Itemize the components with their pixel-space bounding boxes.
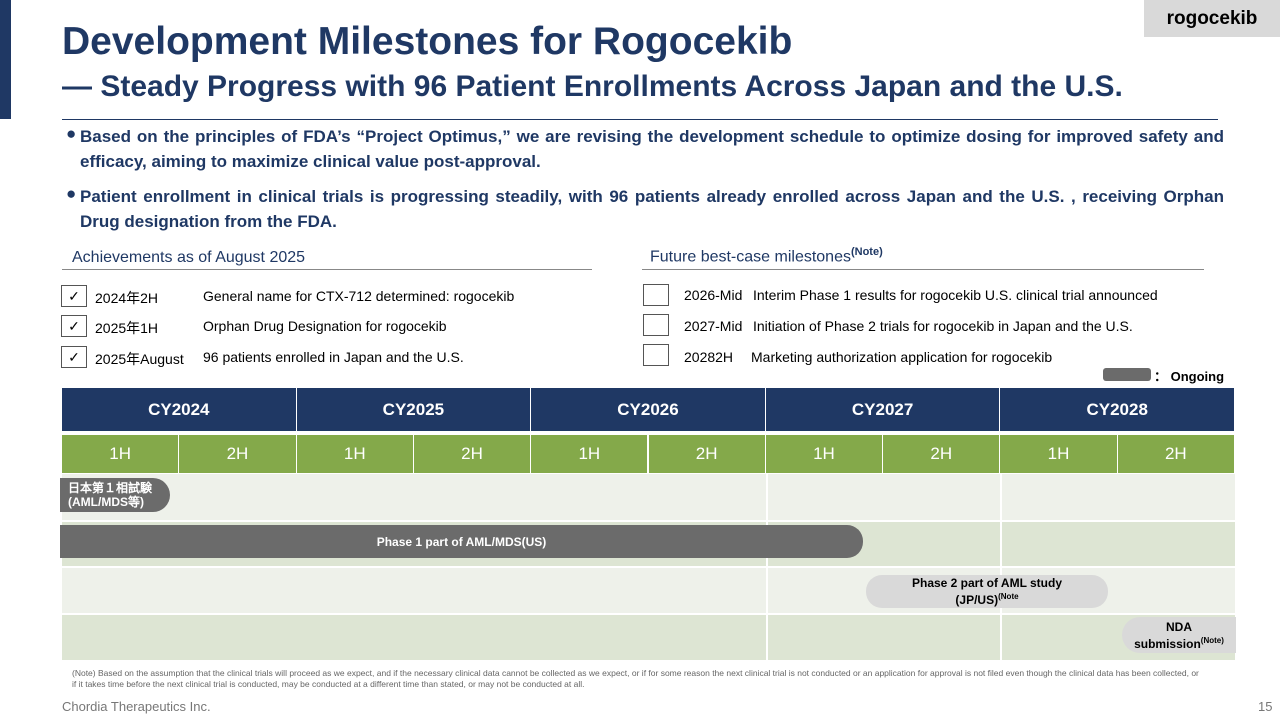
bar-label: submission bbox=[1134, 636, 1201, 651]
bar-label: (JP/US) bbox=[955, 593, 999, 607]
section-heading: Achievements as of August 2025 bbox=[72, 249, 306, 266]
rule bbox=[62, 119, 1218, 120]
year-header: CY2024 bbox=[62, 388, 297, 431]
date: 2027-Mid bbox=[684, 318, 743, 334]
legend-label: ： Ongoing bbox=[1154, 369, 1225, 384]
half-header: 2H bbox=[883, 435, 1001, 473]
date: 2024年2H bbox=[95, 290, 159, 306]
half-header: 1H bbox=[531, 435, 649, 473]
checkbox: ✓ bbox=[61, 315, 87, 337]
bar-label: 日本第１相試験 bbox=[68, 481, 153, 495]
bar-japan-phase1: 日本第１相試験 (AML/MDS等) bbox=[60, 478, 170, 512]
row-bg bbox=[62, 615, 1235, 660]
company: Chordia Therapeutics Inc. bbox=[62, 699, 211, 714]
half-header: 1H bbox=[296, 435, 414, 473]
heading-text: Future best-case milestones bbox=[650, 248, 851, 266]
note-mark: (Note) bbox=[1200, 635, 1224, 645]
item-text: Initiation of Phase 2 trials for rogocek… bbox=[753, 318, 1133, 334]
subtitle: — Steady Progress with 96 Patient Enroll… bbox=[62, 70, 1123, 103]
half-header: 2H bbox=[1117, 435, 1235, 473]
title: Development Milestones for Rogocekib bbox=[62, 20, 793, 63]
item-text: 96 patients enrolled in Japan and the U.… bbox=[203, 349, 464, 365]
bar-label: Phase 1 part of AML/MDS(US) bbox=[376, 534, 547, 549]
year-header: CY2028 bbox=[1000, 388, 1235, 431]
year-header: CY2027 bbox=[765, 388, 1001, 431]
bullet: Based on the principles of FDA’s “Projec… bbox=[80, 127, 1224, 171]
date: 2026-Mid bbox=[684, 287, 743, 303]
checkbox bbox=[643, 284, 669, 306]
item-text: Orphan Drug Designation for rogocekib bbox=[203, 318, 447, 334]
checkbox: ✓ bbox=[61, 285, 87, 307]
tag: rogocekib bbox=[1144, 0, 1280, 37]
bullet: Patient enrollment in clinical trials is… bbox=[80, 187, 1224, 231]
year-header: CY2026 bbox=[531, 388, 766, 431]
note-mark: (Note bbox=[998, 592, 1019, 601]
half-header: 2H bbox=[648, 435, 766, 473]
half-header: 2H bbox=[179, 435, 297, 473]
item-text: General name for CTX-712 determined: rog… bbox=[203, 288, 515, 304]
divider bbox=[1000, 474, 1002, 660]
year-header: CY2025 bbox=[296, 388, 532, 431]
bar-nda: NDA submission(Note) bbox=[1122, 617, 1236, 653]
section-heading: Future best-case milestones(Note) bbox=[650, 246, 883, 266]
half-header: 1H bbox=[1000, 435, 1118, 473]
half-header: 1H bbox=[765, 435, 884, 473]
divider bbox=[766, 474, 768, 660]
footnote: (Note) Based on the assumption that the … bbox=[72, 668, 1199, 689]
legend-swatch bbox=[1103, 368, 1151, 381]
item-text: Interim Phase 1 results for rogocekib U.… bbox=[753, 287, 1158, 303]
date: 2025年August bbox=[95, 351, 184, 367]
accent-bar bbox=[0, 0, 11, 119]
half-header: 2H bbox=[413, 435, 532, 473]
date: 20282H bbox=[684, 349, 734, 365]
bar-label: (AML/MDS等) bbox=[68, 495, 144, 509]
rule bbox=[62, 269, 592, 270]
page-number: 15 bbox=[1258, 699, 1273, 714]
bar-phase2: Phase 2 part of AML study (JP/US)(Note bbox=[866, 575, 1108, 608]
half-header: 1H bbox=[62, 435, 180, 473]
bar-label: NDA bbox=[1166, 619, 1192, 634]
bar-label: Phase 2 part of AML study bbox=[911, 576, 1063, 590]
rule bbox=[642, 269, 1204, 270]
checkbox bbox=[643, 344, 669, 366]
checkbox: ✓ bbox=[61, 346, 87, 368]
date: 2025年1H bbox=[95, 320, 159, 336]
bar-phase1-us: Phase 1 part of AML/MDS(US) bbox=[60, 525, 863, 558]
row-bg bbox=[62, 474, 1235, 520]
item-text: Marketing authorization application for … bbox=[751, 349, 1053, 365]
note-mark: (Note) bbox=[850, 246, 883, 258]
checkbox bbox=[643, 314, 669, 336]
